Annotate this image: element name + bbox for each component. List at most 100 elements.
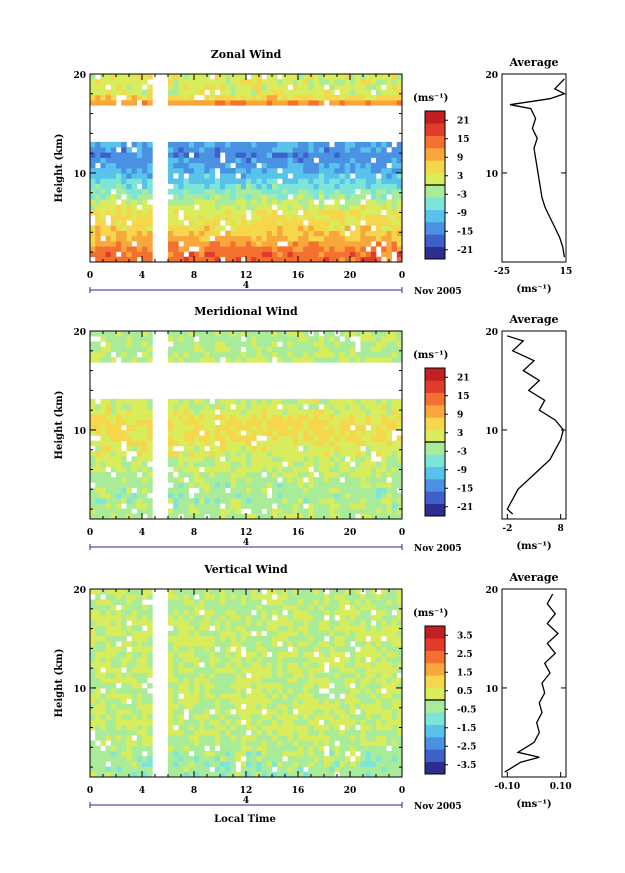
heatmap-cell (220, 209, 226, 216)
heatmap-cell (318, 513, 325, 520)
heatmap-cell (225, 492, 231, 499)
heatmap-cell (318, 667, 325, 673)
heatmap-cell (235, 492, 242, 499)
heatmap-cell (256, 141, 262, 148)
heatmap-cell (261, 761, 268, 767)
heatmap-cell (105, 152, 112, 158)
heatmap-cell (214, 351, 221, 358)
heatmap-cell (324, 714, 330, 720)
heatmap-cell (188, 425, 195, 431)
heatmap-cell (214, 451, 221, 457)
heatmap-cell (339, 472, 346, 478)
heatmap-cell (261, 173, 268, 179)
heatmap-cell (131, 346, 138, 353)
heatmap-cell (121, 173, 127, 179)
heatmap-cell (178, 761, 184, 767)
heatmap-cell (168, 709, 174, 715)
heatmap-cell (136, 683, 143, 689)
heatmap-cell (350, 730, 356, 736)
heatmap-cell (324, 740, 330, 746)
heatmap-cell (173, 152, 179, 158)
heatmap-cell (220, 451, 226, 457)
heatmap-cell (131, 672, 138, 679)
heatmap-cell (303, 94, 309, 101)
heatmap-cell (298, 152, 304, 158)
heatmap-cell (298, 430, 304, 436)
heatmap-cell (240, 235, 247, 242)
heatmap-cell (105, 425, 112, 431)
heatmap-cell (376, 235, 382, 242)
heatmap-cell (136, 667, 143, 673)
heatmap-cell (251, 508, 257, 515)
heatmap-cell (292, 74, 299, 80)
heatmap-cell (173, 466, 179, 473)
heatmap-cell (313, 735, 320, 741)
heatmap-cell (136, 771, 143, 778)
heatmap-cell (246, 235, 252, 242)
heatmap-cell (126, 492, 132, 499)
heatmap-cell (136, 456, 143, 462)
heatmap-cell (370, 220, 377, 226)
colorbar-tick-label: -21 (457, 503, 473, 513)
heatmap-cell (318, 168, 325, 174)
heatmap-cell (95, 215, 101, 221)
heatmap-cell (266, 646, 273, 652)
heatmap-cell (147, 498, 153, 504)
heatmap-cell (339, 641, 346, 647)
heatmap-cell (95, 188, 101, 195)
heatmap-cell (272, 667, 278, 673)
heatmap-cell (261, 230, 268, 237)
heatmap-cell (329, 688, 335, 694)
heatmap-cell (298, 677, 304, 684)
heatmap-cell (365, 199, 372, 205)
heatmap-cell (110, 761, 117, 767)
heatmap-cell (272, 498, 278, 504)
heatmap-cell (350, 79, 356, 85)
heatmap-cell (360, 215, 366, 221)
heatmap-cell (386, 346, 392, 353)
colorbar-tick-label: 15 (457, 135, 470, 145)
heatmap-cell (381, 498, 387, 504)
heatmap-cell (105, 735, 112, 741)
heatmap-cell (287, 688, 294, 694)
heatmap-cell (256, 630, 262, 637)
heatmap-cell (105, 357, 112, 363)
heatmap-cell (173, 357, 179, 363)
heatmap-cell (209, 636, 216, 642)
heatmap-cell (225, 761, 231, 767)
heatmap-cell (261, 724, 268, 731)
heatmap-cell (183, 225, 190, 231)
heatmap-cell (142, 357, 148, 363)
heatmap-cell (147, 256, 153, 263)
heatmap-cell (298, 409, 304, 415)
heatmap-cell (204, 667, 210, 673)
heatmap-cell (277, 677, 283, 684)
heatmap-cell (396, 620, 403, 626)
heatmap-cell (116, 351, 122, 358)
heatmap-cell (188, 513, 195, 520)
heatmap-cell (105, 698, 112, 705)
heatmap-cell (396, 482, 403, 488)
heatmap-cell (370, 766, 377, 773)
heatmap-cell (298, 351, 304, 358)
heatmap-cell (298, 414, 304, 421)
heatmap-cell (334, 241, 340, 247)
heatmap-cell (95, 168, 101, 174)
heatmap-cell (188, 503, 195, 509)
heatmap-cell (355, 74, 361, 80)
heatmap-cell (209, 677, 216, 684)
heatmap-cell (381, 487, 387, 494)
heatmap-cell (110, 152, 117, 158)
heatmap-cell (334, 147, 340, 153)
heatmap-cell (360, 466, 366, 473)
heatmap-cell (298, 745, 304, 752)
heatmap-cell (370, 461, 377, 468)
heatmap-cell (350, 672, 356, 679)
heatmap-cell (344, 451, 351, 457)
heatmap-cell (209, 168, 216, 174)
heatmap-cell (329, 168, 335, 174)
heatmap-cell (240, 178, 247, 184)
heatmap-cell (292, 357, 299, 363)
heatmap-cell (214, 662, 221, 668)
heatmap-cell (282, 688, 288, 694)
